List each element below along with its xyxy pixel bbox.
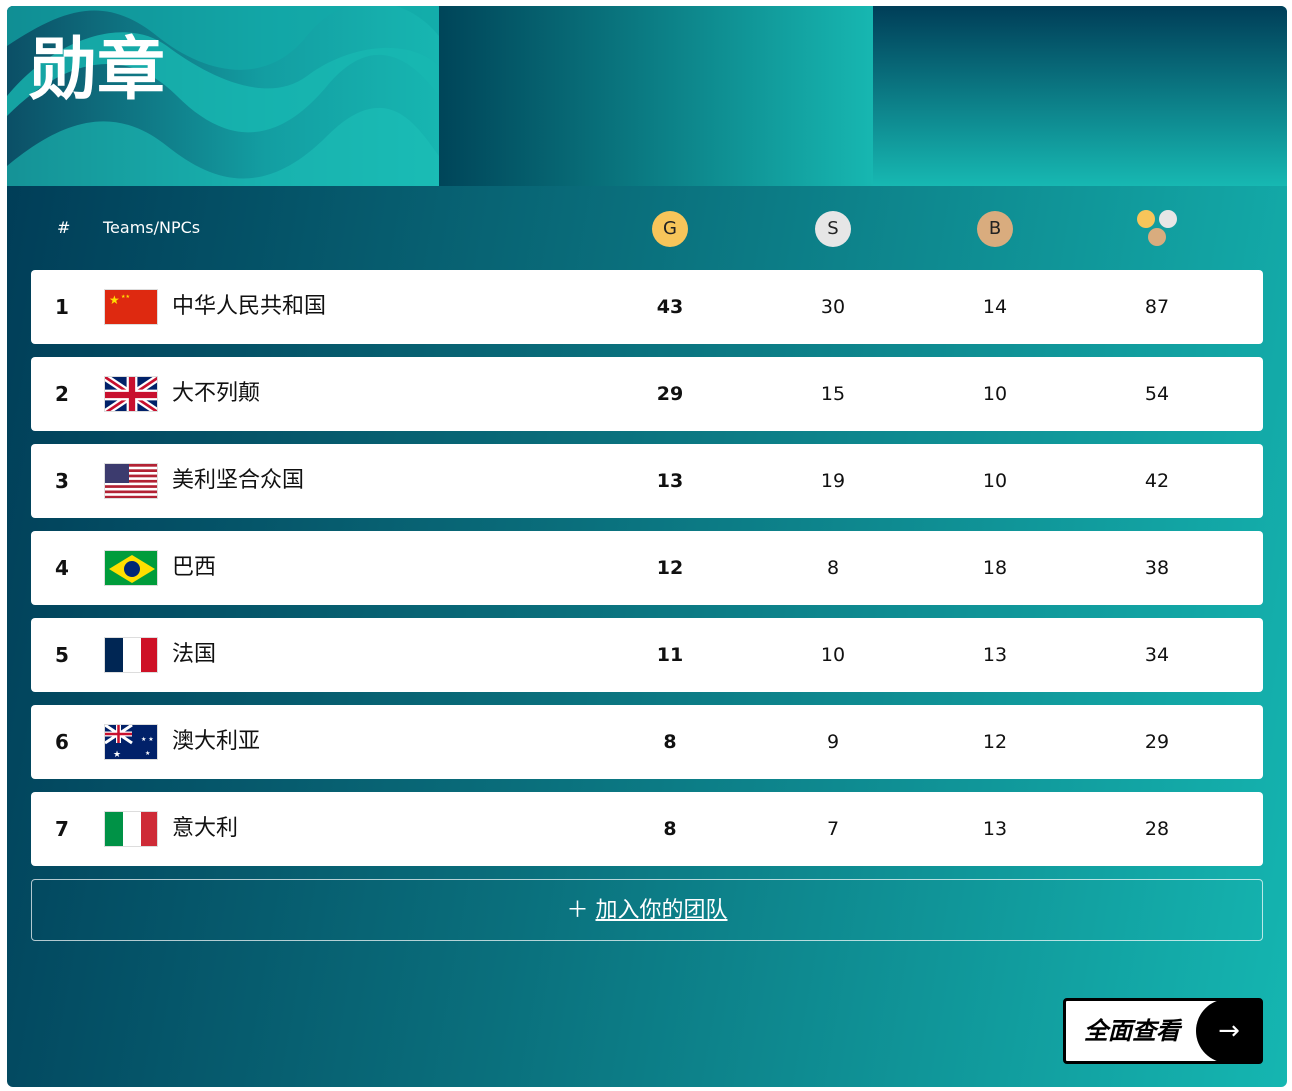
- total-count: 28: [1144, 818, 1170, 840]
- rank-header: #: [57, 218, 71, 237]
- bronze-count: 10: [982, 470, 1008, 492]
- bronze-count: 10: [982, 383, 1008, 405]
- table-row[interactable]: 2 大不列颠 29 15 10 54: [31, 357, 1263, 431]
- page-title: 勋章: [29, 31, 166, 110]
- total-count: 42: [1144, 470, 1170, 492]
- team-name[interactable]: 大不列颠: [172, 381, 261, 406]
- gold-count: 11: [656, 644, 684, 666]
- total-count: 54: [1144, 383, 1170, 405]
- table-row[interactable]: 6 ★ ★ ★ ★ 澳大利亚 8 9 12 29: [31, 705, 1263, 779]
- svg-text:★ ★: ★ ★: [141, 736, 154, 743]
- gold-count: 8: [663, 818, 677, 840]
- flag-australia-icon: ★ ★ ★ ★: [104, 724, 158, 760]
- rank: 7: [55, 817, 69, 841]
- team-name[interactable]: 美利坚合众国: [172, 468, 305, 493]
- total-count: 87: [1144, 296, 1170, 318]
- bronze-count: 13: [982, 818, 1008, 840]
- gold-count: 13: [656, 470, 684, 492]
- flag-italy-icon: [104, 811, 158, 847]
- silver-count: 19: [820, 470, 846, 492]
- svg-text:★: ★: [113, 750, 121, 760]
- gold-count: 12: [656, 557, 684, 579]
- team-name[interactable]: 巴西: [172, 555, 217, 580]
- flag-usa-icon: [104, 463, 158, 499]
- table-row[interactable]: 7 意大利 8 7 13 28: [31, 792, 1263, 866]
- bronze-count: 13: [982, 644, 1008, 666]
- bronze-count: 18: [982, 557, 1008, 579]
- silver-count: 10: [820, 644, 846, 666]
- gold-count: 43: [656, 296, 684, 318]
- table-row[interactable]: 3 美利坚合众国 13 19 10 42: [31, 444, 1263, 518]
- bronze-count: 12: [982, 731, 1008, 753]
- wave-panel: [7, 6, 439, 186]
- table-row[interactable]: 1 ★ ★★ 中华人民共和国 43 30 14 87: [31, 270, 1263, 344]
- flag-brazil-icon: [104, 550, 158, 586]
- total-medals-icon: [1137, 210, 1177, 246]
- rank: 2: [55, 382, 69, 406]
- silver-count: 30: [820, 296, 846, 318]
- rank: 4: [55, 556, 69, 580]
- total-count: 34: [1144, 644, 1170, 666]
- rank: 1: [55, 295, 69, 319]
- total-count: 29: [1144, 731, 1170, 753]
- arrow-right-icon: →: [1196, 999, 1262, 1063]
- gold-count: 29: [656, 383, 684, 405]
- flag-china-icon: ★ ★★: [104, 289, 158, 325]
- svg-text:★: ★: [109, 293, 120, 307]
- gold-medal-icon: G: [652, 211, 688, 247]
- banner-panel: [873, 6, 1287, 186]
- join-team-button[interactable]: ＋ 加入你的团队: [31, 879, 1263, 941]
- team-name[interactable]: 中华人民共和国: [172, 294, 327, 319]
- team-header: Teams/NPCs: [103, 218, 201, 237]
- bronze-medal-icon: B: [977, 211, 1013, 247]
- flag-uk-icon: [104, 376, 158, 412]
- silver-medal-icon: S: [815, 211, 851, 247]
- table-row[interactable]: 4 巴西 12 8 18 38: [31, 531, 1263, 605]
- view-all-label: 全面查看: [1084, 1017, 1180, 1045]
- medals-card: 勋章 # Teams/NPCs G S B 1 ★ ★★ 中华人民共和国 43 3…: [7, 6, 1287, 1087]
- gold-count: 8: [663, 731, 677, 753]
- total-count: 38: [1144, 557, 1170, 579]
- team-name[interactable]: 澳大利亚: [172, 729, 261, 754]
- svg-text:★★: ★★: [121, 294, 130, 300]
- rank: 3: [55, 469, 69, 493]
- header-banner: 勋章: [7, 6, 1287, 186]
- rank: 5: [55, 643, 69, 667]
- svg-text:★: ★: [145, 750, 150, 757]
- team-name[interactable]: 意大利: [172, 816, 239, 841]
- flag-france-icon: [104, 637, 158, 673]
- silver-count: 8: [826, 557, 840, 579]
- silver-count: 7: [826, 818, 840, 840]
- rank: 6: [55, 730, 69, 754]
- table-row[interactable]: 5 法国 11 10 13 34: [31, 618, 1263, 692]
- silver-count: 9: [826, 731, 840, 753]
- silver-count: 15: [820, 383, 846, 405]
- banner-panel: [439, 6, 873, 186]
- team-name[interactable]: 法国: [172, 642, 217, 667]
- view-all-button[interactable]: 全面查看 →: [1063, 998, 1263, 1064]
- plus-icon: ＋: [566, 898, 596, 923]
- bronze-count: 14: [982, 296, 1008, 318]
- join-team-link[interactable]: 加入你的团队: [595, 898, 728, 923]
